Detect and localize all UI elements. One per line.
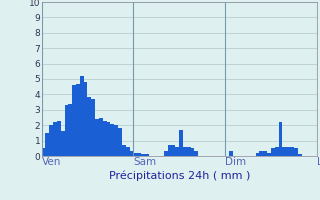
Bar xyxy=(110,124,114,156)
Bar xyxy=(53,122,57,156)
Bar xyxy=(68,104,72,156)
Bar xyxy=(298,154,301,156)
Bar xyxy=(271,148,275,156)
Bar xyxy=(275,147,279,156)
Bar xyxy=(122,145,126,156)
Bar xyxy=(76,84,80,156)
Bar xyxy=(164,151,168,156)
Bar xyxy=(49,125,53,156)
Bar xyxy=(130,151,133,156)
Bar xyxy=(168,145,172,156)
Bar xyxy=(260,151,263,156)
Bar xyxy=(114,125,118,156)
Bar xyxy=(172,145,175,156)
Bar xyxy=(187,147,191,156)
Bar xyxy=(65,105,68,156)
Bar xyxy=(137,153,141,156)
Bar xyxy=(286,147,290,156)
Bar xyxy=(195,151,198,156)
Bar xyxy=(107,122,110,156)
Bar xyxy=(118,128,122,156)
Bar xyxy=(91,99,95,156)
X-axis label: Précipitations 24h ( mm ): Précipitations 24h ( mm ) xyxy=(108,170,250,181)
Bar xyxy=(141,154,145,156)
Bar xyxy=(282,147,286,156)
Bar xyxy=(191,148,195,156)
Bar xyxy=(279,122,282,156)
Bar xyxy=(183,147,187,156)
Bar xyxy=(103,121,107,156)
Bar xyxy=(126,147,130,156)
Bar xyxy=(290,147,294,156)
Bar xyxy=(99,117,103,156)
Bar xyxy=(256,153,260,156)
Bar xyxy=(84,82,87,156)
Bar xyxy=(61,131,65,156)
Bar xyxy=(267,153,271,156)
Bar xyxy=(294,148,298,156)
Bar xyxy=(42,148,45,156)
Bar xyxy=(229,151,233,156)
Bar xyxy=(87,97,91,156)
Bar xyxy=(95,119,99,156)
Bar xyxy=(175,147,179,156)
Bar xyxy=(45,133,49,156)
Bar xyxy=(145,154,148,156)
Bar xyxy=(57,121,61,156)
Bar xyxy=(179,130,183,156)
Bar xyxy=(133,153,137,156)
Bar xyxy=(80,76,84,156)
Bar xyxy=(263,151,267,156)
Bar xyxy=(72,85,76,156)
